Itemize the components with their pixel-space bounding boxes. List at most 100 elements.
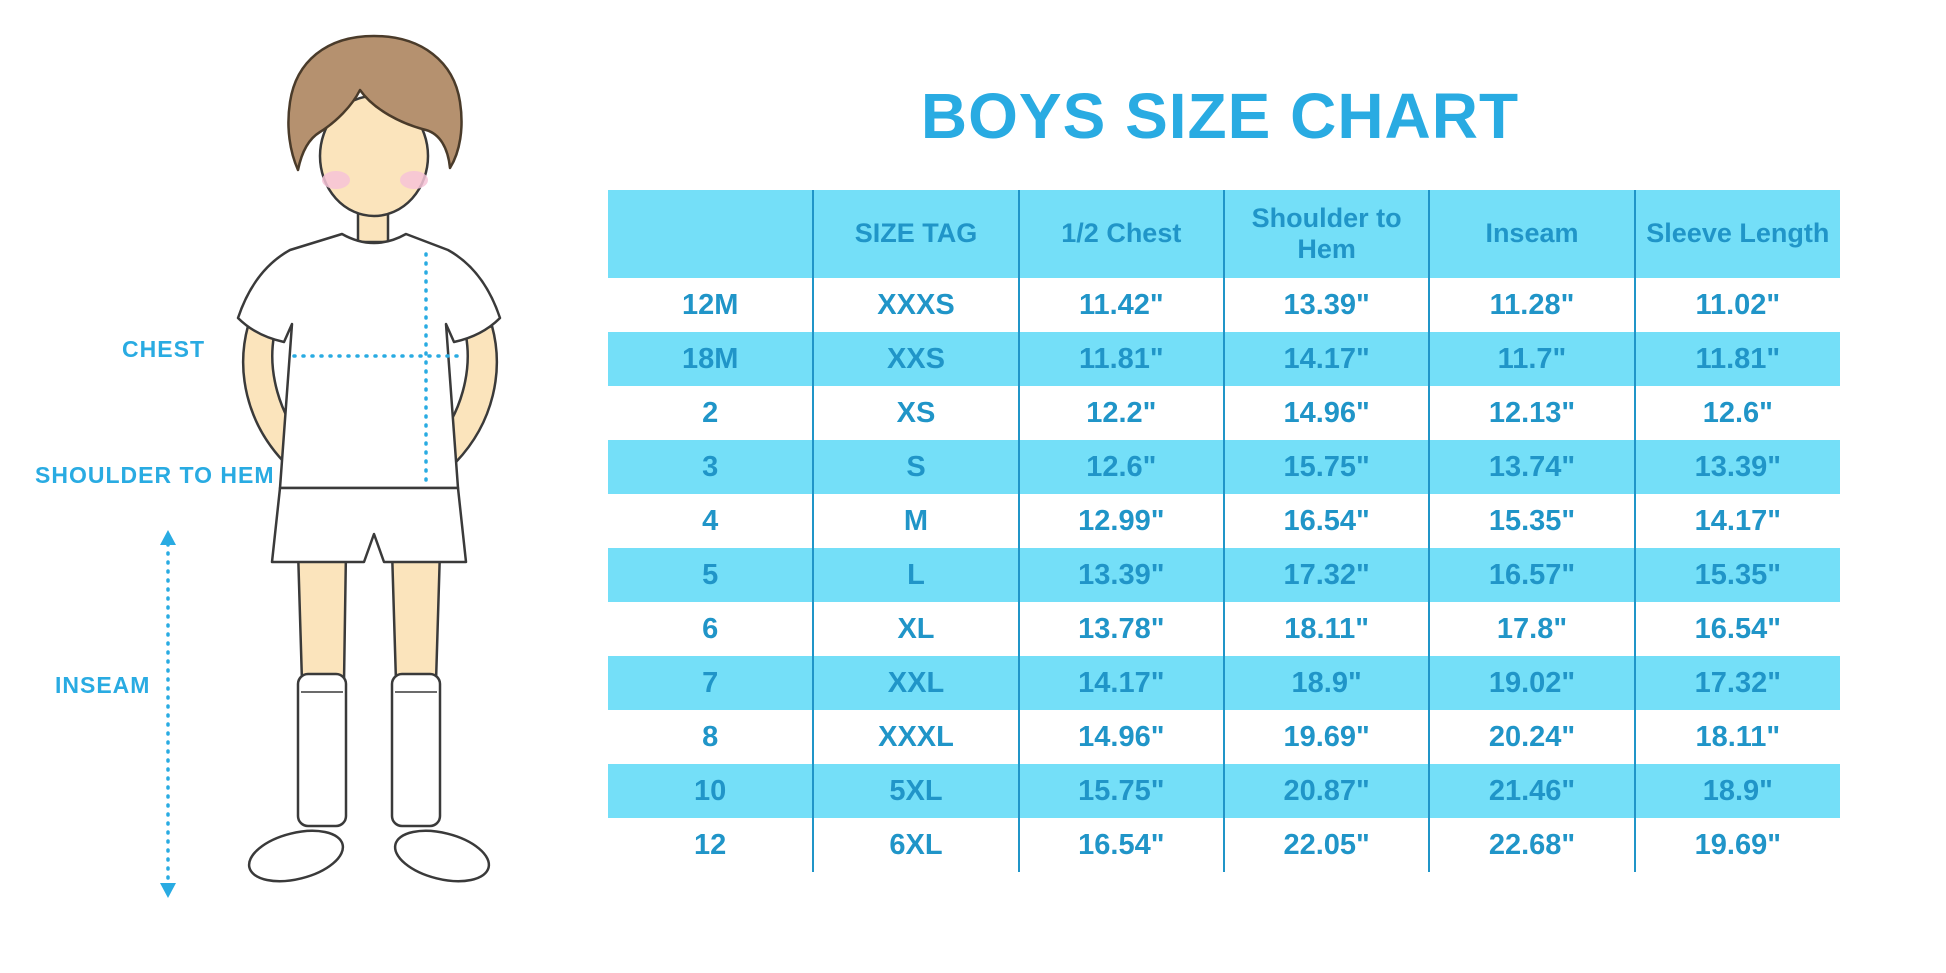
table-row: 10 5XL 15.75" 20.87" 21.46" 18.9" <box>608 764 1840 818</box>
table-cell: 13.39" <box>1633 440 1840 494</box>
table-cell: 19.69" <box>1222 710 1430 764</box>
table-header-row: SIZE TAG 1/2 Chest Shoulder to Hem Inseam Sl… <box>608 190 1840 278</box>
size-table: SIZE TAG 1/2 Chest Shoulder to Hem Inseam Sl… <box>608 190 1840 872</box>
table-cell: 10 <box>608 764 814 818</box>
table-cell: 20.24" <box>1428 710 1635 764</box>
table-cell: 18M <box>608 332 814 386</box>
table-row: 4 M 12.99" 16.54" 15.35" 14.17" <box>608 494 1840 548</box>
table-row: 5 L 13.39" 17.32" 16.57" 15.35" <box>608 548 1840 602</box>
table-cell: M <box>812 494 1019 548</box>
table-cell: 12.13" <box>1428 386 1635 440</box>
table-cell: 6 <box>608 602 814 656</box>
table-cell: 22.05" <box>1222 818 1430 872</box>
table-cell: 12.6" <box>1633 386 1840 440</box>
table-cell: 15.75" <box>1017 764 1224 818</box>
table-row: 3 S 12.6" 15.75" 13.74" 13.39" <box>608 440 1840 494</box>
table-cell: 11.81" <box>1017 332 1224 386</box>
table-body: 12M XXXS 11.42" 13.39" 11.28" 11.02" 18M XXS 11.… <box>608 278 1840 872</box>
inseam-measure-line <box>160 530 176 898</box>
table-cell: 15.35" <box>1428 494 1635 548</box>
table-cell: 17.32" <box>1222 548 1430 602</box>
table-row: 6 XL 13.78" 18.11" 17.8" 16.54" <box>608 602 1840 656</box>
table-cell: 13.39" <box>1017 548 1224 602</box>
boy-cheek-right <box>400 171 428 189</box>
table-cell: XXXS <box>812 278 1019 332</box>
shoulder-to-hem-label: SHOULDER TO HEM <box>35 462 275 488</box>
table-cell: 17.32" <box>1633 656 1840 710</box>
table-cell: XXXL <box>812 710 1019 764</box>
boy-left-leg <box>296 548 348 684</box>
column-header <box>608 190 814 278</box>
boy-right-leg <box>390 548 442 684</box>
table-cell: 18.11" <box>1633 710 1840 764</box>
table-cell: 15.75" <box>1222 440 1430 494</box>
table-cell: 16.54" <box>1222 494 1430 548</box>
table-row: 2 XS 12.2" 14.96" 12.13" 12.6" <box>608 386 1840 440</box>
table-cell: 20.87" <box>1222 764 1430 818</box>
table-cell: 2 <box>608 386 814 440</box>
table-cell: 16.54" <box>1633 602 1840 656</box>
table-cell: 6XL <box>812 818 1019 872</box>
table-cell: 14.96" <box>1222 386 1430 440</box>
table-cell: 5XL <box>812 764 1019 818</box>
table-cell: 14.17" <box>1017 656 1224 710</box>
table-cell: 13.39" <box>1222 278 1430 332</box>
table-cell: S <box>812 440 1019 494</box>
table-cell: 18.9" <box>1633 764 1840 818</box>
table-cell: 19.69" <box>1633 818 1840 872</box>
boy-cheek-left <box>322 171 350 189</box>
column-header: Sleeve Length <box>1633 190 1840 278</box>
column-header: 1/2 Chest <box>1017 190 1224 278</box>
table-row: 18M XXS 11.81" 14.17" 11.7" 11.81" <box>608 332 1840 386</box>
table-cell: 22.68" <box>1428 818 1635 872</box>
table-cell: 13.74" <box>1428 440 1635 494</box>
table-cell: 16.54" <box>1017 818 1224 872</box>
column-header: Shoulder to Hem <box>1222 190 1430 278</box>
table-cell: 17.8" <box>1428 602 1635 656</box>
inseam-label: INSEAM <box>55 672 151 698</box>
column-header: Inseam <box>1428 190 1635 278</box>
boy-shorts <box>270 486 468 564</box>
chest-label: CHEST <box>122 336 205 362</box>
boy-hair <box>287 34 463 172</box>
table-cell: 16.57" <box>1428 548 1635 602</box>
table-cell: 3 <box>608 440 814 494</box>
table-cell: 11.42" <box>1017 278 1224 332</box>
table-cell: 7 <box>608 656 814 710</box>
table-row: 8 XXXL 14.96" 19.69" 20.24" 18.11" <box>608 710 1840 764</box>
table-cell: 11.81" <box>1633 332 1840 386</box>
boy-socks <box>247 672 491 883</box>
table-row: 7 XXL 14.17" 18.9" 19.02" 17.32" <box>608 656 1840 710</box>
table-cell: 11.28" <box>1428 278 1635 332</box>
column-header: SIZE TAG <box>812 190 1019 278</box>
table-cell: 12.2" <box>1017 386 1224 440</box>
table-cell: 14.96" <box>1017 710 1224 764</box>
table-cell: XS <box>812 386 1019 440</box>
table-cell: 5 <box>608 548 814 602</box>
table-cell: 12M <box>608 278 814 332</box>
table-row: 12 6XL 16.54" 22.05" 22.68" 19.69" <box>608 818 1840 872</box>
table-cell: XXL <box>812 656 1019 710</box>
boy-shirt <box>236 232 502 490</box>
size-table-container: SIZE TAG 1/2 Chest Shoulder to Hem Inseam Sl… <box>608 190 1840 872</box>
table-cell: 12.99" <box>1017 494 1224 548</box>
table-cell: 11.7" <box>1428 332 1635 386</box>
table-cell: XXS <box>812 332 1019 386</box>
table-cell: L <box>812 548 1019 602</box>
table-cell: XL <box>812 602 1019 656</box>
table-cell: 14.17" <box>1633 494 1840 548</box>
table-cell: 14.17" <box>1222 332 1430 386</box>
table-cell: 4 <box>608 494 814 548</box>
table-cell: 15.35" <box>1633 548 1840 602</box>
table-cell: 21.46" <box>1428 764 1635 818</box>
boy-illustration <box>160 34 502 898</box>
table-cell: 19.02" <box>1428 656 1635 710</box>
table-cell: 18.11" <box>1222 602 1430 656</box>
table-cell: 12 <box>608 818 814 872</box>
table-cell: 13.78" <box>1017 602 1224 656</box>
page-title: BOYS SIZE CHART <box>920 79 1520 152</box>
table-cell: 11.02" <box>1633 278 1840 332</box>
table-cell: 12.6" <box>1017 440 1224 494</box>
table-cell: 8 <box>608 710 814 764</box>
